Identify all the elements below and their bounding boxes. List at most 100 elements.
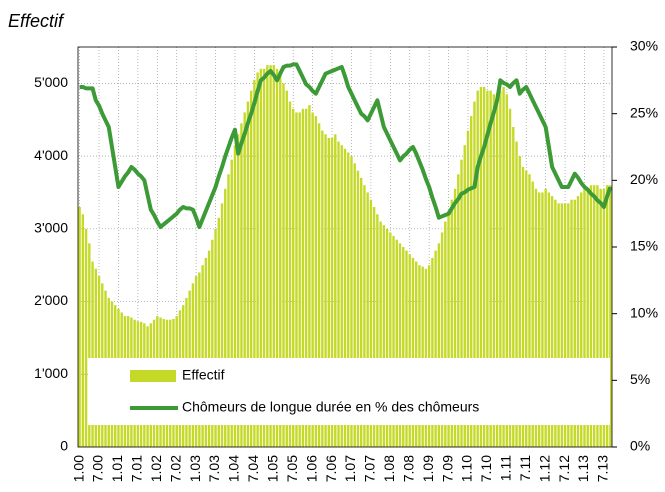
bar	[259, 68, 263, 448]
bar	[476, 90, 479, 448]
x-tick-label: 1.03	[187, 455, 203, 482]
bar	[560, 203, 564, 447]
bar	[214, 228, 217, 447]
x-tick-label: 1.11	[498, 455, 514, 481]
bar	[78, 207, 81, 447]
bar	[424, 268, 428, 447]
bar	[292, 108, 295, 448]
bar	[427, 265, 431, 447]
bar	[94, 268, 97, 447]
bar	[340, 145, 343, 447]
y2-tick-label: 20%	[630, 171, 658, 187]
bar	[379, 221, 382, 447]
bar	[317, 123, 321, 447]
bar	[521, 167, 525, 447]
bar	[330, 137, 334, 447]
x-tick-label: 1.13	[575, 455, 591, 482]
y2-tick-label: 10%	[630, 304, 658, 320]
bar	[499, 90, 502, 448]
bar	[492, 94, 496, 447]
x-tick-label: 7.07	[362, 455, 378, 482]
bar	[84, 228, 88, 447]
x-tick-label: 1.01	[109, 455, 125, 482]
x-tick-label: 7.12	[556, 455, 572, 482]
bar	[272, 65, 275, 447]
y2-tick-label: 5%	[630, 371, 650, 387]
bar	[599, 188, 602, 447]
bar	[563, 203, 567, 447]
bar	[246, 101, 250, 447]
bar	[531, 181, 534, 447]
bar	[337, 141, 340, 447]
bar	[486, 90, 489, 448]
bar	[495, 94, 499, 447]
bar	[334, 134, 337, 448]
bar	[593, 185, 596, 447]
bar	[227, 174, 230, 448]
x-tick-label: 7.02	[167, 455, 183, 482]
bar	[460, 159, 463, 447]
y2-tick-label: 15%	[630, 238, 658, 254]
chart-title: Effectif	[8, 11, 65, 31]
bar	[285, 90, 288, 448]
bar	[311, 112, 314, 448]
legend-label: Chômeurs de longue durée en % des chômeu…	[182, 399, 479, 415]
x-tick-label: 7.03	[206, 455, 222, 482]
bar	[237, 134, 240, 448]
bar	[275, 68, 279, 448]
x-tick-label: 7.13	[595, 455, 611, 482]
bar	[437, 243, 441, 447]
bar	[204, 257, 208, 447]
x-tick-label: 7.04	[245, 455, 261, 482]
bar	[385, 228, 389, 447]
bar	[482, 87, 486, 447]
bar	[431, 257, 434, 447]
bar	[295, 112, 298, 448]
bar	[580, 192, 583, 447]
bar	[343, 148, 347, 447]
bar	[269, 65, 272, 447]
bar	[450, 199, 453, 447]
bar	[570, 199, 573, 447]
y-tick-label: 5'000	[34, 74, 68, 90]
bar	[525, 170, 528, 448]
bar	[444, 221, 447, 447]
y2-tick-label: 30%	[630, 38, 658, 54]
bar	[547, 192, 551, 447]
y2-tick-label: 0%	[630, 438, 650, 454]
x-tick-label: 7.06	[323, 455, 339, 482]
bar	[356, 170, 360, 448]
bar	[279, 76, 282, 447]
bar	[508, 108, 512, 448]
bar	[505, 94, 509, 447]
bar	[243, 112, 246, 448]
x-tick-label: 1.06	[303, 455, 319, 482]
bar	[298, 112, 301, 448]
y-tick-label: 4'000	[34, 147, 68, 163]
x-tick-label: 7.09	[439, 455, 455, 482]
bar	[366, 192, 369, 447]
bar	[402, 247, 405, 447]
bar	[434, 250, 437, 447]
x-tick-label: 7.05	[284, 455, 300, 482]
x-tick-label: 7.11	[517, 455, 533, 481]
line	[79, 62, 613, 229]
bar	[372, 207, 376, 447]
bar	[350, 156, 353, 447]
bar	[327, 137, 331, 447]
bar	[207, 250, 211, 447]
bar	[369, 199, 373, 447]
bar	[347, 152, 350, 448]
bar	[515, 141, 518, 447]
bar	[421, 266, 424, 447]
bar	[288, 101, 292, 447]
bar	[321, 130, 324, 448]
x-tick-label: 7.00	[90, 455, 106, 482]
bar	[541, 192, 544, 447]
bar	[586, 188, 589, 447]
x-tick-label: 1.05	[265, 455, 281, 482]
bar	[304, 108, 308, 448]
x-tick-label: 1.08	[381, 455, 397, 482]
bar	[217, 217, 220, 447]
bar	[470, 116, 473, 447]
